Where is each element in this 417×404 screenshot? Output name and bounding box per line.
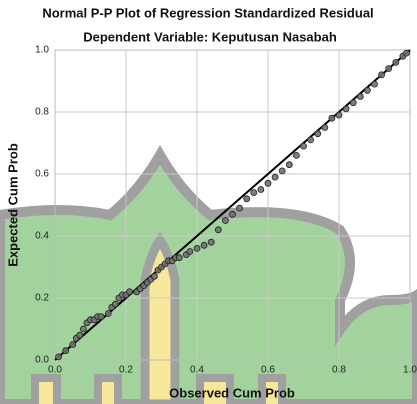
point — [63, 348, 69, 354]
point — [336, 112, 342, 118]
y-tick-label: 0.2 — [35, 293, 49, 304]
point — [372, 81, 378, 87]
point — [315, 131, 321, 137]
point — [127, 289, 133, 295]
point — [151, 273, 157, 279]
point — [379, 72, 385, 78]
point — [237, 205, 243, 211]
x-tick-label: 1.0 — [403, 365, 417, 376]
point — [98, 314, 104, 320]
chart-title: Normal P-P Plot of Regression Standardiz… — [42, 5, 373, 20]
y-tick-label: 1.0 — [35, 45, 49, 56]
point — [322, 125, 328, 131]
y-tick-label: 0.4 — [35, 231, 49, 242]
point — [301, 143, 307, 149]
point — [105, 311, 111, 317]
point — [222, 218, 228, 224]
x-tick-label: 0.8 — [332, 365, 346, 376]
point — [77, 332, 83, 338]
point — [56, 354, 62, 360]
point — [70, 342, 76, 348]
point — [343, 106, 349, 112]
y-axis-label: Expected Cum Prob — [5, 143, 20, 267]
x-axis-label: Observed Cum Prob — [169, 385, 295, 400]
point — [293, 152, 299, 158]
point — [258, 187, 264, 193]
point — [244, 196, 250, 202]
point — [176, 255, 182, 261]
point — [194, 245, 200, 251]
point — [357, 94, 363, 100]
point — [393, 59, 399, 65]
x-tick-label: 0.6 — [261, 365, 275, 376]
point — [201, 242, 207, 248]
watermark — [0, 155, 417, 404]
point — [208, 239, 214, 245]
point — [386, 66, 392, 72]
point — [80, 326, 86, 332]
point — [403, 50, 409, 56]
point — [364, 87, 370, 93]
point — [279, 168, 285, 174]
chart-subtitle: Dependent Variable: Keputusan Nasabah — [83, 29, 337, 44]
chart: Normal P-P Plot of Regression Standardiz… — [0, 0, 417, 404]
x-tick-label: 0.2 — [119, 365, 133, 376]
point — [251, 190, 257, 196]
point — [308, 137, 314, 143]
y-tick-label: 0.6 — [35, 169, 49, 180]
point — [230, 211, 236, 217]
point — [215, 227, 221, 233]
y-tick-label: 0.8 — [35, 107, 49, 118]
y-tick-label: 0.0 — [35, 355, 49, 366]
point — [265, 180, 271, 186]
x-tick-label: 0.0 — [48, 365, 62, 376]
point — [272, 174, 278, 180]
point — [112, 301, 118, 307]
x-tick-label: 0.4 — [190, 365, 204, 376]
point — [286, 162, 292, 168]
point — [329, 115, 335, 121]
point — [187, 249, 193, 255]
point — [350, 100, 356, 106]
